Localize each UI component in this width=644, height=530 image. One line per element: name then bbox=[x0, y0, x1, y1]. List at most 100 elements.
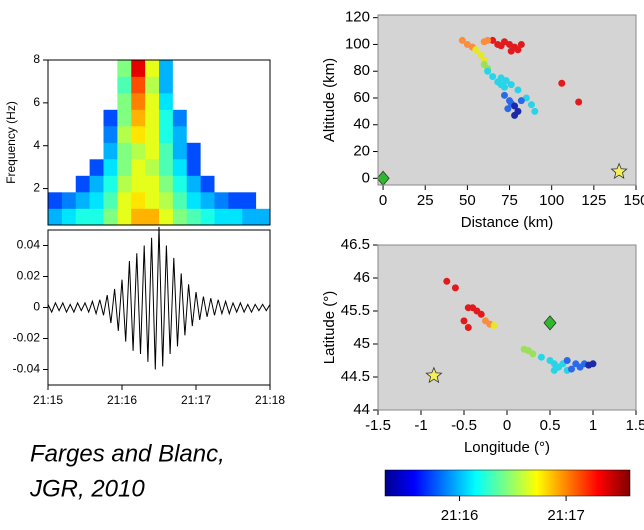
y-tick-label: 120 bbox=[345, 9, 370, 26]
spectrogram-cell bbox=[228, 93, 243, 110]
x-tick-label: -0.5 bbox=[451, 417, 477, 434]
spectrogram-cell bbox=[75, 192, 90, 209]
spectrogram-cell bbox=[75, 142, 90, 160]
spectrogram-cell bbox=[48, 159, 63, 176]
spectrogram-cell bbox=[61, 60, 77, 77]
y-tick-label: 6 bbox=[33, 95, 40, 109]
waveform bbox=[47, 226, 271, 370]
plot-area bbox=[378, 245, 636, 410]
spectrogram-cell bbox=[145, 76, 160, 94]
spectrogram-cell bbox=[200, 76, 215, 94]
spectrogram-cell bbox=[214, 159, 229, 176]
spectrogram-cell bbox=[159, 192, 174, 209]
spectrogram-cell bbox=[172, 208, 188, 226]
spectrogram-cell bbox=[242, 208, 257, 226]
spectrogram-cell bbox=[242, 175, 257, 193]
spectrogram-cell bbox=[61, 175, 77, 193]
data-point bbox=[451, 284, 459, 292]
data-point bbox=[568, 365, 575, 373]
x-tick-label: -1 bbox=[414, 417, 427, 434]
plot-area bbox=[48, 230, 270, 385]
x-tick-label: 50 bbox=[459, 192, 476, 209]
data-point bbox=[511, 102, 519, 110]
spectrogram-cell bbox=[131, 159, 146, 176]
y-tick-label: 2 bbox=[33, 181, 40, 195]
spectrogram-cell bbox=[103, 208, 118, 226]
spectrogram-cell bbox=[172, 192, 188, 209]
spectrogram-cell bbox=[159, 76, 174, 94]
star-marker bbox=[610, 162, 628, 179]
spectrogram-cell bbox=[117, 192, 132, 209]
spectrogram-cell bbox=[186, 93, 201, 110]
spectrogram-cell bbox=[103, 109, 118, 127]
spectrogram-cell bbox=[172, 93, 188, 110]
spectrogram-cell bbox=[61, 126, 77, 143]
y-tick-label: 40 bbox=[353, 116, 370, 133]
spectrogram-cell bbox=[117, 142, 132, 160]
x-tick-label: 21:15 bbox=[33, 393, 63, 407]
spectrogram-cell bbox=[48, 109, 63, 127]
spectrogram-cell bbox=[200, 208, 215, 226]
data-point bbox=[550, 366, 558, 374]
spectrogram-cell bbox=[145, 126, 160, 143]
y-tick-label: 60 bbox=[353, 89, 370, 106]
spectrogram-cell bbox=[131, 126, 146, 143]
plot-frame bbox=[377, 14, 637, 186]
spectrogram-cell bbox=[256, 93, 271, 110]
spectrogram-cell bbox=[48, 142, 63, 160]
spectrogram-cell bbox=[242, 159, 257, 176]
spectrogram-cell bbox=[172, 60, 188, 77]
data-point bbox=[563, 357, 571, 364]
spectrogram-cell bbox=[200, 175, 215, 193]
spectrogram-cell bbox=[256, 126, 271, 143]
spectrogram-cell bbox=[75, 208, 90, 226]
spectrogram-cell bbox=[242, 93, 257, 110]
spectrogram-cell bbox=[89, 208, 104, 226]
x-tick-label: 100 bbox=[539, 192, 564, 209]
spectrogram-cell bbox=[48, 60, 63, 77]
spectrogram-cell bbox=[131, 109, 146, 127]
data-point bbox=[507, 81, 515, 89]
x-tick-label: 21:17 bbox=[181, 393, 211, 407]
spectrogram-cell bbox=[48, 192, 63, 209]
data-point bbox=[500, 83, 508, 91]
data-point bbox=[585, 361, 593, 369]
spectrogram-cell bbox=[61, 192, 77, 209]
spectrogram-cell bbox=[75, 126, 90, 143]
x-tick-label: 75 bbox=[501, 192, 518, 209]
spectrogram-cell bbox=[228, 208, 243, 226]
data-point bbox=[537, 353, 545, 361]
spectrogram-cell bbox=[103, 175, 118, 193]
spectrogram-cell bbox=[256, 208, 271, 226]
spectrogram-cell bbox=[159, 142, 174, 160]
x-tick-label: 21:18 bbox=[255, 393, 285, 407]
y-tick-label: 20 bbox=[353, 143, 370, 160]
spectrogram-cell bbox=[256, 192, 271, 209]
spectrogram-cell bbox=[145, 175, 160, 193]
y-tick-label: 0.04 bbox=[17, 238, 41, 252]
y-tick-label: 8 bbox=[33, 52, 40, 66]
spectrogram-cell bbox=[228, 175, 243, 193]
data-point bbox=[464, 324, 472, 331]
spectrogram-cell bbox=[103, 93, 118, 110]
data-point bbox=[477, 310, 485, 318]
spectrogram-cell bbox=[159, 208, 174, 226]
spectrogram-cell bbox=[172, 159, 188, 176]
spectrogram-cell bbox=[172, 76, 188, 94]
spectrogram-cell bbox=[131, 76, 146, 94]
spectrogram-cell bbox=[61, 109, 77, 127]
spectrogram-cell bbox=[145, 192, 160, 209]
spectrogram-cell bbox=[228, 109, 243, 127]
spectrogram-cell bbox=[159, 126, 174, 143]
y-tick-label: 46 bbox=[353, 269, 370, 286]
y-tick-label: 44 bbox=[353, 401, 370, 418]
x-tick-label: 150 bbox=[623, 192, 644, 209]
spectrogram-cell bbox=[48, 126, 63, 143]
data-point bbox=[575, 98, 583, 106]
y-tick-label: 100 bbox=[345, 35, 370, 52]
data-point bbox=[489, 36, 497, 44]
spectrogram-cell bbox=[103, 159, 118, 176]
spectrogram-cell bbox=[228, 159, 243, 176]
spectrogram-cell bbox=[214, 175, 229, 193]
